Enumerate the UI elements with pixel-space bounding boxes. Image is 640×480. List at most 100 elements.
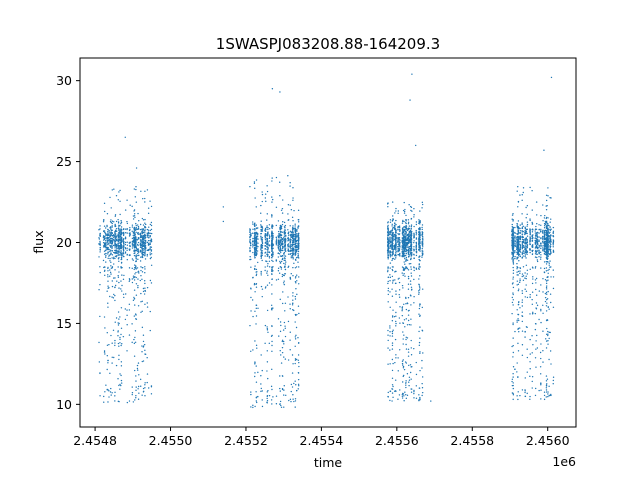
- data-point: [526, 253, 528, 256]
- data-point: [107, 233, 109, 235]
- data-point: [253, 223, 256, 225]
- data-point: [410, 339, 412, 342]
- data-point: [297, 254, 300, 256]
- data-point: [113, 236, 115, 239]
- data-point: [512, 337, 514, 339]
- data-point: [405, 362, 408, 364]
- data-point: [129, 245, 131, 248]
- data-point: [144, 225, 146, 228]
- data-point: [141, 351, 143, 353]
- data-point: [107, 266, 109, 269]
- data-point: [552, 246, 554, 248]
- data-point: [107, 270, 109, 272]
- data-point: [250, 296, 252, 299]
- data-point: [137, 225, 140, 228]
- data-point: [519, 394, 521, 397]
- data-point: [410, 347, 412, 349]
- data-point: [135, 255, 137, 257]
- data-point: [524, 241, 526, 244]
- data-point: [415, 223, 418, 226]
- data-point: [265, 200, 267, 203]
- data-point: [105, 241, 107, 244]
- data-point: [297, 221, 300, 223]
- data-point: [517, 239, 520, 242]
- data-point: [531, 209, 533, 211]
- data-point: [549, 260, 551, 262]
- data-point: [543, 261, 546, 263]
- data-point: [545, 375, 548, 377]
- data-point: [126, 249, 128, 252]
- data-point: [110, 387, 112, 390]
- data-point: [406, 242, 408, 244]
- data-point: [146, 357, 148, 359]
- data-point: [511, 242, 513, 245]
- data-point: [536, 260, 539, 263]
- data-point: [547, 333, 549, 335]
- data-point: [131, 237, 134, 240]
- data-point: [261, 239, 263, 242]
- data-point: [407, 310, 410, 312]
- data-point: [521, 344, 524, 346]
- data-point: [404, 237, 407, 240]
- data-point: [116, 247, 118, 250]
- data-point: [146, 302, 148, 304]
- data-point: [114, 235, 116, 237]
- data-point: [395, 207, 397, 210]
- data-point: [275, 259, 278, 262]
- data-point: [287, 231, 290, 233]
- data-point: [538, 290, 541, 292]
- data-point: [405, 343, 407, 346]
- data-point: [285, 235, 287, 237]
- data-point: [387, 266, 389, 268]
- data-point: [289, 253, 291, 255]
- data-point: [117, 252, 119, 254]
- data-point: [126, 350, 128, 352]
- data-point: [277, 267, 280, 270]
- data-point: [107, 359, 109, 362]
- data-point: [119, 224, 121, 227]
- data-point: [283, 385, 285, 387]
- data-point: [512, 292, 514, 294]
- data-point: [294, 321, 296, 323]
- data-point: [516, 238, 518, 241]
- data-point: [118, 224, 120, 227]
- data-point: [281, 245, 284, 248]
- data-point: [260, 238, 262, 240]
- data-point: [289, 331, 291, 333]
- data-point: [391, 201, 394, 203]
- data-point: [119, 246, 121, 248]
- data-point: [136, 224, 139, 226]
- data-point: [128, 267, 131, 269]
- data-point: [126, 259, 128, 261]
- data-point: [266, 190, 269, 193]
- data-point: [268, 224, 271, 226]
- data-point: [99, 271, 101, 274]
- data-point: [294, 380, 296, 382]
- data-point: [260, 236, 262, 238]
- data-point: [266, 219, 268, 221]
- data-point: [413, 296, 415, 298]
- data-point: [271, 216, 273, 218]
- data-point: [511, 345, 513, 348]
- data-point: [135, 276, 137, 279]
- data-point: [394, 338, 397, 341]
- data-point: [402, 322, 404, 324]
- data-point: [124, 241, 127, 244]
- data-point: [106, 246, 108, 249]
- data-point: [103, 401, 105, 403]
- data-point: [280, 231, 283, 233]
- data-point: [135, 375, 137, 377]
- data-point: [537, 243, 539, 246]
- data-point: [418, 286, 421, 288]
- data-point: [134, 229, 137, 232]
- data-point: [110, 231, 112, 234]
- data-point: [289, 240, 292, 243]
- data-point: [398, 244, 401, 247]
- data-point: [131, 391, 134, 394]
- data-point: [391, 282, 394, 284]
- data-point: [405, 253, 407, 255]
- data-point: [389, 306, 391, 308]
- data-point: [114, 344, 116, 347]
- data-point: [516, 244, 518, 247]
- chart-title: 1SWASPJ083208.88-164209.3: [216, 35, 440, 53]
